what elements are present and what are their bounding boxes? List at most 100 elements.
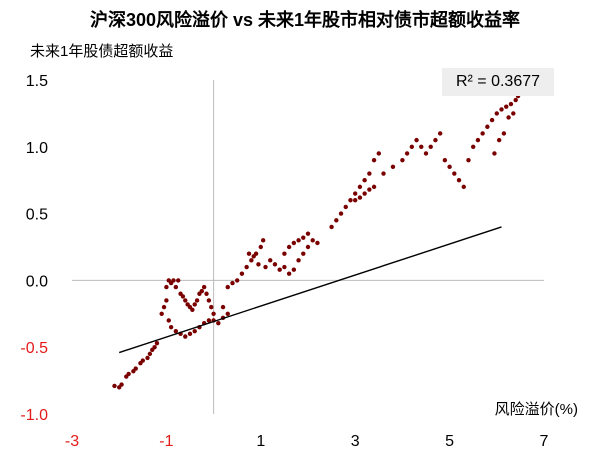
data-point <box>409 144 415 149</box>
x-tick-label: 7 <box>540 433 549 450</box>
data-point <box>442 157 448 163</box>
data-point <box>173 284 179 290</box>
data-point <box>376 151 381 156</box>
data-point <box>437 131 443 136</box>
data-point <box>400 157 405 163</box>
data-point <box>168 324 174 330</box>
data-point <box>367 171 372 176</box>
data-point <box>244 264 249 270</box>
data-point <box>362 191 367 196</box>
data-point <box>296 258 301 263</box>
data-point <box>513 97 518 103</box>
data-point <box>258 244 263 250</box>
data-point <box>508 101 514 107</box>
y-tick-label: -0.5 <box>20 340 48 357</box>
data-point <box>268 258 273 263</box>
y-tick-label: 1.0 <box>26 140 48 157</box>
x-tick-label: -1 <box>159 433 173 450</box>
data-point <box>171 278 176 283</box>
data-point <box>428 144 433 149</box>
data-point <box>187 331 193 337</box>
data-point <box>225 284 230 290</box>
data-point <box>343 204 348 210</box>
data-point <box>390 164 396 170</box>
data-point <box>404 151 410 156</box>
data-point <box>353 198 358 203</box>
data-point <box>466 157 471 163</box>
data-point <box>173 328 179 334</box>
data-point <box>256 262 261 267</box>
data-point <box>192 328 197 334</box>
data-point <box>501 131 507 136</box>
y-tick-label: -1.0 <box>20 407 48 424</box>
data-point <box>506 115 511 120</box>
data-point <box>209 304 214 310</box>
data-point <box>239 271 245 276</box>
data-point <box>204 291 209 296</box>
data-point <box>126 371 131 377</box>
data-point <box>282 264 287 270</box>
data-point <box>301 235 306 240</box>
data-point <box>211 311 216 316</box>
data-point <box>133 366 138 371</box>
data-point <box>282 251 287 256</box>
data-point <box>357 184 363 190</box>
r-squared-label: R² = 0.3677 <box>442 68 554 96</box>
data-point <box>494 111 499 116</box>
data-point <box>190 307 195 312</box>
y-tick-label: 1.5 <box>26 73 48 90</box>
data-point <box>291 240 297 246</box>
data-point <box>277 267 282 272</box>
data-point <box>199 288 204 294</box>
data-point <box>452 171 457 176</box>
x-axis-label: 风险溢价(%) <box>495 401 578 418</box>
data-point <box>183 298 188 303</box>
data-point <box>456 178 462 183</box>
data-point <box>166 318 171 323</box>
data-point <box>485 124 490 129</box>
data-point <box>334 218 339 223</box>
data-point <box>423 151 429 156</box>
y-axis-label: 未来1年股债超额收益 <box>30 43 174 60</box>
data-point <box>225 311 230 316</box>
data-point <box>206 298 212 303</box>
data-point <box>504 104 509 109</box>
x-tick-label: 1 <box>256 433 265 450</box>
data-point <box>371 157 377 163</box>
y-tick-label: 0.0 <box>26 273 48 290</box>
data-point <box>492 151 497 156</box>
x-tick-label: -3 <box>65 433 79 450</box>
data-point <box>329 224 334 230</box>
data-point <box>305 244 311 250</box>
x-tick-label: 3 <box>351 433 360 450</box>
data-point <box>154 340 160 346</box>
data-point <box>433 137 438 143</box>
data-point <box>461 184 466 190</box>
data-point <box>176 278 181 283</box>
data-point <box>291 267 297 272</box>
data-point <box>246 251 252 256</box>
data-point <box>338 211 344 216</box>
data-point <box>310 238 315 243</box>
data-point <box>159 311 164 316</box>
data-point <box>381 171 386 176</box>
data-point <box>249 258 254 263</box>
data-point <box>367 187 372 192</box>
data-point <box>357 195 363 200</box>
data-point <box>119 382 124 387</box>
x-tick-label: 5 <box>445 433 454 450</box>
data-point <box>272 262 278 267</box>
data-point <box>475 137 481 143</box>
data-point <box>305 231 311 236</box>
data-point <box>161 304 167 310</box>
data-point <box>362 178 367 183</box>
data-point <box>480 131 485 136</box>
data-point <box>263 264 268 270</box>
data-point <box>419 144 424 149</box>
data-point <box>251 254 256 259</box>
data-point <box>286 244 292 250</box>
data-point <box>164 284 169 290</box>
data-point <box>145 355 150 361</box>
data-point <box>216 320 221 326</box>
